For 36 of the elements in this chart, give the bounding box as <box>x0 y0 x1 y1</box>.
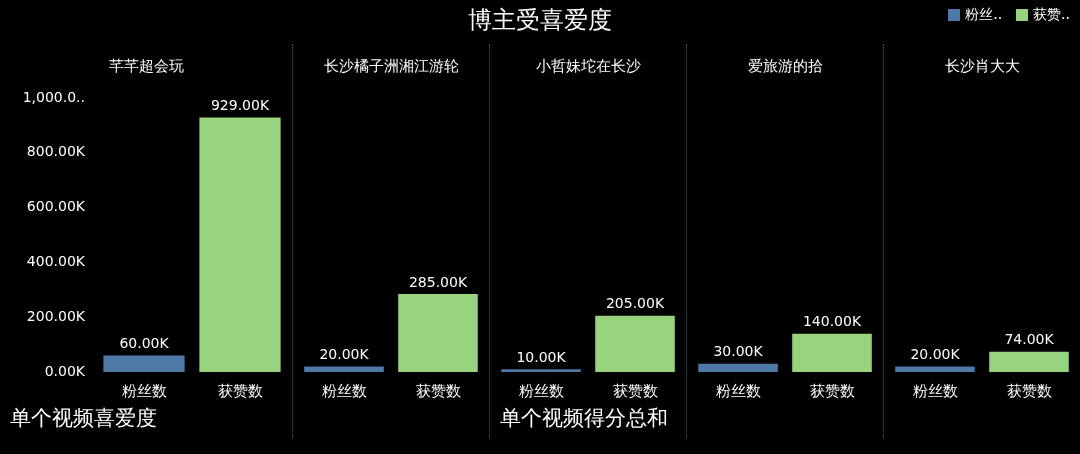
data-label: 205.00K <box>605 295 665 312</box>
chart-subtitle: 爱旅游的拾 <box>747 56 823 75</box>
x-tick-label: 粉丝数 <box>912 381 958 400</box>
x-tick-label: 获赞数 <box>612 381 658 400</box>
legend-label: 获赞.. <box>1033 6 1070 24</box>
y-tick-label: 200.00K <box>26 307 86 324</box>
data-label: 20.00K <box>319 346 370 363</box>
x-tick-label: 获赞数 <box>1006 381 1052 400</box>
chart-subtitle: 芊芊超会玩 <box>108 56 184 75</box>
data-label: 60.00K <box>119 335 170 352</box>
x-tick-label: 粉丝数 <box>715 381 761 400</box>
x-tick-label: 获赞数 <box>415 381 461 400</box>
y-tick-label: 1,000.0.. <box>22 88 85 105</box>
data-label: 30.00K <box>713 343 764 360</box>
x-tick-label: 获赞数 <box>217 381 263 400</box>
text: 单个视频喜爱度 <box>10 406 157 430</box>
y-tick-label: 800.00K <box>26 143 86 160</box>
data-label: 20.00K <box>910 346 961 363</box>
chart-subtitle: 长沙橘子洲湘江游轮 <box>323 56 459 75</box>
y-tick-label: 600.00K <box>26 198 86 215</box>
x-tick-label: 获赞数 <box>809 381 855 400</box>
data-label: 74.00K <box>1004 331 1055 348</box>
y-tick-label: 400.00K <box>26 253 86 270</box>
legend-label: 粉丝.. <box>965 6 1003 24</box>
x-tick-label: 粉丝数 <box>121 381 167 400</box>
data-label: 285.00K <box>408 273 468 290</box>
data-label: 10.00K <box>516 348 567 365</box>
x-tick-label: 粉丝数 <box>321 381 367 400</box>
chart-subtitle: 小哲妹坨在长沙 <box>535 56 641 75</box>
data-label: 140.00K <box>802 313 862 330</box>
y-tick-label: 0.00K <box>44 362 86 379</box>
text: 单个视频得分总和 <box>500 406 668 430</box>
x-tick-label: 粉丝数 <box>518 381 564 400</box>
text: 博主受喜爱度 <box>468 6 612 34</box>
chart-subtitle: 长沙肖大大 <box>944 56 1020 75</box>
data-label: 929.00K <box>210 97 270 114</box>
